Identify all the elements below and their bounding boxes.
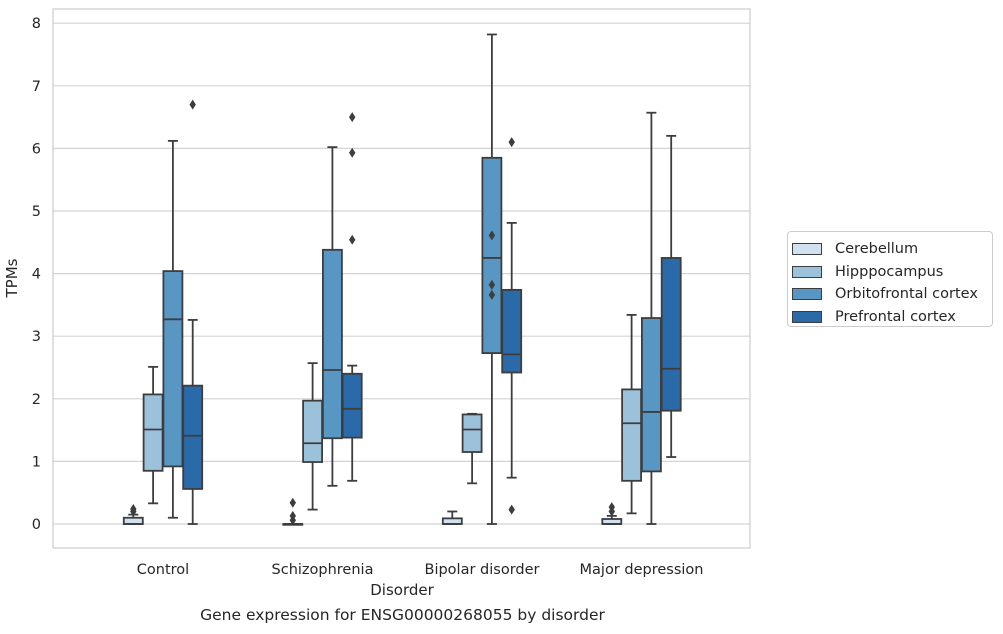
x-tick-label: Control <box>137 562 189 578</box>
box-iqr <box>182 384 204 490</box>
box-hipppocampus <box>302 362 324 511</box>
box-cerebellum <box>601 502 623 525</box>
outlier-point <box>349 147 356 158</box>
legend-label: Cerebellum <box>835 241 919 258</box>
outlier-point <box>289 497 296 508</box>
y-tick-label: 8 <box>32 16 41 32</box>
outlier-point <box>289 510 296 521</box>
box-orbitofrontal-cortex <box>481 33 503 525</box>
box-hipppocampus <box>461 412 483 485</box>
legend-item: Orbitofrontal cortex <box>792 283 992 306</box>
box-cerebellum <box>122 503 144 525</box>
legend-item: Prefrontal cortex <box>792 306 992 329</box>
plot-frame <box>52 8 751 549</box>
outlier-point <box>488 230 496 241</box>
y-tick-label: 2 <box>32 392 41 408</box>
outlier-point <box>488 289 496 300</box>
legend-swatch <box>792 288 822 301</box>
box-prefrontal-cortex <box>341 112 363 482</box>
outlier-point <box>488 279 496 290</box>
y-tick-label: 0 <box>32 517 41 533</box>
x-axis-label: Disorder <box>370 581 434 599</box>
box-iqr <box>481 156 503 355</box>
box-orbitofrontal-cortex <box>162 139 184 519</box>
outlier-point <box>130 503 137 514</box>
outlier-point <box>349 234 356 245</box>
box-iqr <box>461 413 483 453</box>
legend-item: Cerebellum <box>792 238 992 261</box>
chart-caption: Gene expression for ENSG00000268055 by d… <box>200 606 605 624</box>
y-axis-label: TPMs <box>3 258 21 298</box>
legend-item: Hipppocampus <box>792 261 992 284</box>
x-tick-label: Schizophrenia <box>272 562 374 578</box>
box-prefrontal-cortex <box>501 137 523 515</box>
legend-label: Prefrontal cortex <box>835 308 956 325</box>
box-cerebellum <box>282 497 304 526</box>
box-iqr <box>501 288 523 374</box>
box-iqr <box>621 388 642 482</box>
legend-swatch <box>792 243 822 256</box>
outlier-point <box>508 137 515 148</box>
box-iqr <box>142 393 164 472</box>
legend-label: Orbitofrontal cortex <box>835 286 978 303</box>
outlier-point <box>189 99 196 110</box>
box-iqr <box>162 270 184 468</box>
x-tick-label: Bipolar disorder <box>425 562 540 578</box>
box-iqr <box>321 248 343 440</box>
y-tick-label: 1 <box>32 454 41 470</box>
y-tick-label: 7 <box>32 79 41 95</box>
box-orbitofrontal-cortex <box>321 146 343 487</box>
legend-swatch <box>792 265 822 278</box>
box-hipppocampus <box>621 314 642 515</box>
outlier-point <box>608 502 615 513</box>
box-iqr <box>341 372 363 439</box>
x-tick-label: Major depression <box>580 562 704 578</box>
box-orbitofrontal-cortex <box>641 111 662 525</box>
box-prefrontal-cortex <box>182 99 204 525</box>
y-tick-label: 5 <box>32 204 41 220</box>
box-hipppocampus <box>142 365 164 505</box>
legend: Cerebellum Hipppocampus Orbitofrontal cort… <box>787 231 993 327</box>
box-cerebellum <box>441 510 463 525</box>
box-prefrontal-cortex <box>660 134 682 458</box>
box-iqr <box>122 516 144 525</box>
legend-label: Hipppocampus <box>835 263 944 280</box>
box-iqr <box>660 257 682 412</box>
y-tick-label: 3 <box>32 329 41 345</box>
outlier-point <box>508 504 515 515</box>
y-tick-label: 6 <box>32 141 41 157</box>
outlier-point <box>349 112 356 123</box>
box-iqr <box>641 317 662 473</box>
y-tick-label: 4 <box>32 267 41 283</box>
legend-swatch <box>792 310 822 323</box>
box-iqr <box>302 399 324 463</box>
